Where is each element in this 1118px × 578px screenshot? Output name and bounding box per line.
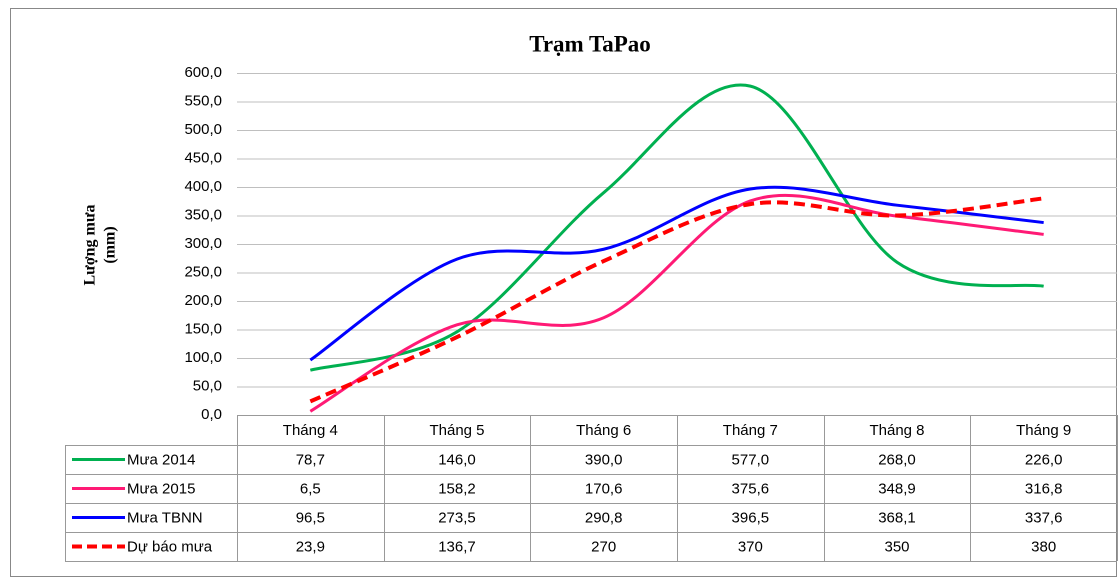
- x-tick-label: Tháng 7: [723, 422, 778, 439]
- y-tick-label: 500,0: [184, 121, 222, 138]
- y-tick-label: 100,0: [184, 349, 222, 366]
- x-tick-label: Tháng 6: [576, 422, 631, 439]
- series-line: [309, 185, 1044, 362]
- data-label: 226,0: [1025, 451, 1063, 468]
- data-label: 170,6: [585, 480, 623, 497]
- data-label: 158,2: [438, 480, 476, 497]
- series-line: [309, 193, 1044, 413]
- legend-label: Mưa 2014: [127, 451, 195, 468]
- data-label: 396,5: [732, 509, 770, 526]
- legend-label: Mưa 2015: [127, 480, 195, 497]
- chart-title: Trạm TaPao: [529, 31, 651, 56]
- x-tick-label: Tháng 4: [283, 422, 338, 439]
- data-label: 375,6: [732, 480, 770, 497]
- y-tick-label: 0,0: [201, 406, 222, 423]
- y-axis-label: Lượng mưa (mm): [82, 205, 119, 286]
- x-tick-label: Tháng 5: [429, 422, 484, 439]
- series-line: [309, 83, 1044, 372]
- y-tick-label: 400,0: [184, 178, 222, 195]
- data-label: 23,9: [296, 538, 325, 555]
- y-label-line: (mm): [102, 226, 119, 263]
- y-tick-label: 250,0: [184, 263, 222, 280]
- y-tick-label: 150,0: [184, 320, 222, 337]
- data-label: 337,6: [1025, 509, 1063, 526]
- y-tick-label: 350,0: [184, 206, 222, 223]
- legend-label: Mưa TBNN: [127, 509, 203, 526]
- data-label: 370: [738, 538, 763, 555]
- legend-label: Dự báo mưa: [127, 538, 213, 555]
- data-label: 268,0: [878, 451, 916, 468]
- data-label: 96,5: [296, 509, 325, 526]
- x-tick-label: Tháng 9: [1016, 422, 1071, 439]
- y-tick-label: 200,0: [184, 292, 222, 309]
- x-tick-label: Tháng 8: [869, 422, 924, 439]
- y-tick-label: 300,0: [184, 235, 222, 252]
- chart-border: [10, 8, 1117, 577]
- data-label: 380: [1031, 538, 1056, 555]
- y-tick-label: 50,0: [193, 377, 222, 394]
- data-label: 316,8: [1025, 480, 1063, 497]
- data-label: 78,7: [296, 451, 325, 468]
- data-label: 273,5: [438, 509, 476, 526]
- data-label: 146,0: [438, 451, 476, 468]
- series-line: [309, 196, 1044, 404]
- y-tick-label: 450,0: [184, 149, 222, 166]
- data-label: 368,1: [878, 509, 916, 526]
- y-tick-label: 550,0: [184, 92, 222, 109]
- data-label: 390,0: [585, 451, 623, 468]
- y-label-line: Lượng mưa: [82, 205, 99, 286]
- y-tick-label: 600,0: [184, 64, 222, 81]
- data-label: 350: [884, 538, 909, 555]
- data-label: 6,5: [300, 480, 321, 497]
- data-label: 577,0: [732, 451, 770, 468]
- data-label: 348,9: [878, 480, 916, 497]
- data-label: 290,8: [585, 509, 623, 526]
- data-label: 270: [591, 538, 616, 555]
- data-label: 136,7: [438, 538, 476, 555]
